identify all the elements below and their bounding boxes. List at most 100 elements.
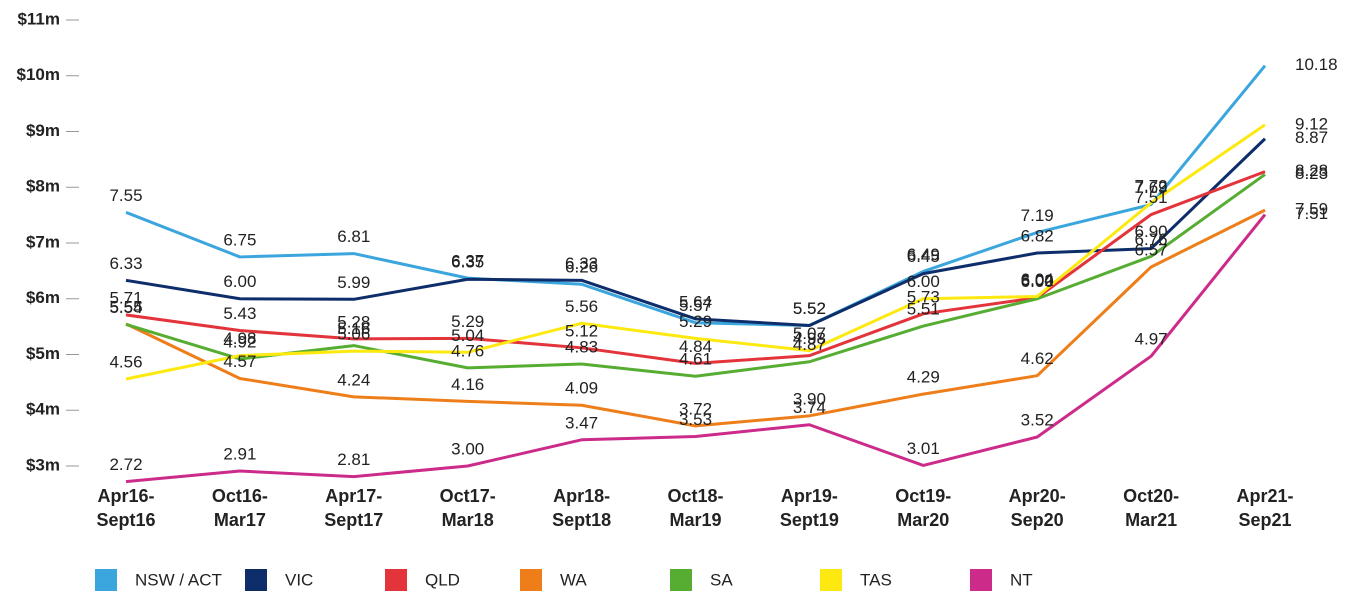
y-tick-label: $9m [26,121,60,140]
y-tick-label: $5m [26,344,60,363]
x-tick-label: Apr21- Sep21 [1236,486,1294,530]
y-tick-label: $10m [17,65,60,84]
series-line [125,137,1267,328]
legend-swatch [670,569,692,591]
x-tick-label: Apr20- Sep20 [1008,486,1066,530]
data-label: 5.99 [337,273,370,292]
legend-label: NT [1010,570,1033,589]
data-label: 7.72 [1135,176,1168,195]
data-label: 6.90 [1135,222,1168,241]
y-tick-label: $11m [17,9,60,28]
data-label: 4.92 [223,332,256,351]
x-tick-label: Oct20- Mar21 [1123,486,1180,530]
data-label: 5.28 [337,312,370,331]
data-label: 5.16 [337,319,370,338]
x-tick-label: Apr18- Sept18 [552,486,612,530]
data-label: 6.02 [1021,271,1054,290]
data-label: 7.51 [1295,204,1328,223]
data-label: 7.51 [1135,188,1168,207]
legend-label: VIC [285,570,313,589]
data-label: 5.71 [109,288,142,307]
data-label: 6.49 [907,245,940,264]
data-label: 6.26 [565,258,598,277]
data-label: 6.57 [1135,240,1168,259]
legend-swatch [820,569,842,591]
data-label: 6.75 [223,230,256,249]
data-label: 6.33 [109,254,142,273]
series-line [125,64,1267,328]
series-line [125,123,1266,381]
data-label: 6.33 [565,254,598,273]
data-label: 5.55 [109,297,142,316]
data-label: 4.56 [109,353,142,372]
x-tick-label: Oct18- Mar19 [667,486,724,530]
x-tick-label: Oct17- Mar18 [439,486,496,530]
y-tick-label: $4m [26,400,60,419]
data-label: 6.00 [907,272,940,291]
y-tick-label: $6m [26,288,60,307]
data-label: 4.24 [337,370,370,389]
legend-label: WA [560,570,587,589]
series-line [125,208,1266,428]
y-tick-label: $8m [26,177,60,196]
data-label: 5.29 [451,312,484,331]
data-label: 5.64 [679,292,712,311]
x-tick-label: Oct16- Mar17 [211,486,268,530]
data-label: 6.00 [1021,272,1054,291]
data-label: 6.76 [1135,230,1168,249]
legend-label: NSW / ACT [135,570,222,589]
data-label: 4.98 [223,329,256,348]
data-label: 5.52 [793,299,826,318]
data-label: 5.52 [793,299,826,318]
data-label: 6.81 [337,227,370,246]
data-label: 4.09 [565,379,598,398]
data-label: 5.43 [223,304,256,323]
data-label: 4.57 [223,352,256,371]
data-label: 4.87 [793,335,826,354]
series-line [125,170,1266,365]
data-label: 8.23 [1295,164,1328,183]
x-tick-label: Oct19- Mar20 [895,486,952,530]
data-label: 3.53 [679,410,712,429]
data-label: 6.82 [1021,227,1054,246]
data-label: 6.37 [451,252,484,271]
legend-label: TAS [860,570,892,589]
y-tick-label: $3m [26,455,60,474]
data-label: 4.16 [451,375,484,394]
data-label: 2.72 [109,455,142,474]
data-label: 5.51 [907,300,940,319]
data-label: 5.04 [451,326,484,345]
y-tick-label: $7m [26,232,60,251]
data-label: 9.12 [1295,114,1328,133]
series-line [125,173,1266,378]
data-label: 7.59 [1295,200,1328,219]
legend-swatch [95,569,117,591]
data-label: 3.72 [679,399,712,418]
legend-label: QLD [425,570,460,589]
x-tick-label: Apr16- Sept16 [96,486,156,530]
data-label: 7.55 [109,186,142,205]
data-label: 4.61 [679,350,712,369]
legend-swatch [385,569,407,591]
data-label: 3.74 [793,398,826,417]
data-label: 3.01 [907,439,940,458]
data-label: 3.52 [1021,410,1054,429]
data-label: 4.97 [1135,330,1168,349]
data-label: 7.19 [1021,206,1054,225]
data-label: 5.29 [679,312,712,331]
legend-swatch [245,569,267,591]
legend-label: SA [710,570,733,589]
data-label: 4.83 [565,337,598,356]
data-label: 5.54 [109,298,142,317]
legend-swatch [970,569,992,591]
data-label: 6.45 [907,247,940,266]
x-tick-label: Apr17- Sept17 [324,486,384,530]
data-label: 5.06 [337,325,370,344]
data-label: 4.62 [1021,349,1054,368]
data-label: 5.57 [679,296,712,315]
series-line [125,213,1267,484]
data-label: 7.69 [1135,178,1168,197]
data-label: 3.90 [793,389,826,408]
